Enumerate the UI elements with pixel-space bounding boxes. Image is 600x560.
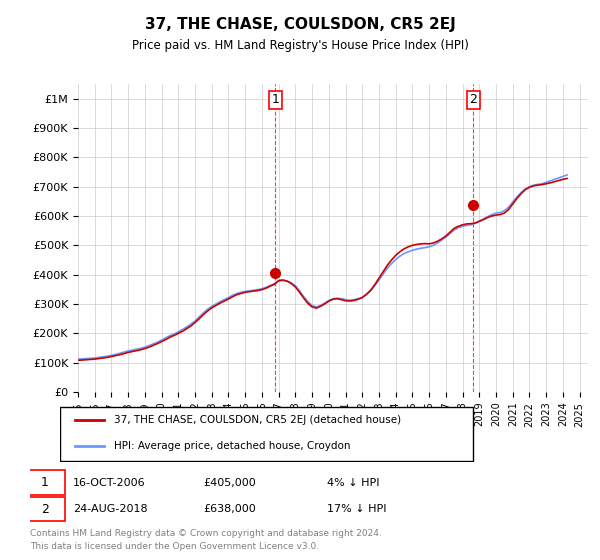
Text: 1: 1 [41, 476, 49, 489]
Text: 2: 2 [470, 93, 478, 106]
Text: 17% ↓ HPI: 17% ↓ HPI [327, 504, 386, 514]
FancyBboxPatch shape [25, 470, 65, 495]
Text: 24-AUG-2018: 24-AUG-2018 [73, 504, 148, 514]
Text: 2: 2 [41, 502, 49, 516]
Text: HPI: Average price, detached house, Croydon: HPI: Average price, detached house, Croy… [114, 441, 350, 451]
Text: 4% ↓ HPI: 4% ↓ HPI [327, 478, 380, 488]
Text: 1: 1 [271, 93, 279, 106]
Text: 37, THE CHASE, COULSDON, CR5 2EJ (detached house): 37, THE CHASE, COULSDON, CR5 2EJ (detach… [114, 415, 401, 425]
FancyBboxPatch shape [25, 497, 65, 521]
Text: This data is licensed under the Open Government Licence v3.0.: This data is licensed under the Open Gov… [30, 542, 319, 551]
Text: 16-OCT-2006: 16-OCT-2006 [73, 478, 146, 488]
Text: Contains HM Land Registry data © Crown copyright and database right 2024.: Contains HM Land Registry data © Crown c… [30, 530, 382, 539]
Text: 37, THE CHASE, COULSDON, CR5 2EJ: 37, THE CHASE, COULSDON, CR5 2EJ [145, 17, 455, 32]
Text: £405,000: £405,000 [203, 478, 256, 488]
Text: Price paid vs. HM Land Registry's House Price Index (HPI): Price paid vs. HM Land Registry's House … [131, 39, 469, 52]
Text: £638,000: £638,000 [203, 504, 256, 514]
FancyBboxPatch shape [60, 407, 473, 461]
